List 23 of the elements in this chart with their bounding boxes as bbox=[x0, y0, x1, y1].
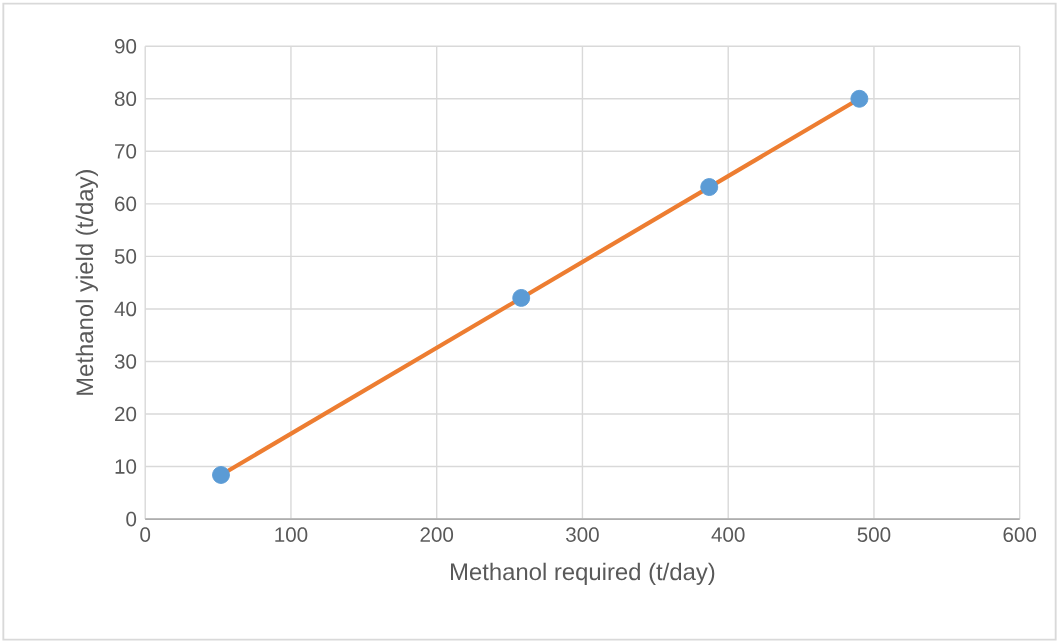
x-tick-label: 100 bbox=[275, 527, 308, 542]
point bbox=[212, 466, 230, 484]
x-tick-label: 600 bbox=[1003, 527, 1037, 542]
x-tick-label: 300 bbox=[566, 527, 599, 542]
y-tick-label: 40 bbox=[114, 301, 137, 317]
y-tick-label: 50 bbox=[114, 249, 137, 264]
y-tick-label: 10 bbox=[115, 459, 137, 474]
x-axis-title: Methanol required (t/day) bbox=[451, 562, 715, 585]
y-tick-label: 70 bbox=[115, 144, 137, 159]
y-tick-label: 30 bbox=[114, 354, 137, 369]
point bbox=[700, 178, 719, 196]
y-tick-label: 90 bbox=[114, 38, 137, 54]
point bbox=[512, 289, 531, 307]
x-tick-label: 500 bbox=[857, 527, 891, 542]
y-tick-label: 60 bbox=[115, 196, 137, 212]
y-tick-label: 0 bbox=[126, 511, 137, 527]
point bbox=[850, 89, 869, 108]
y-tick-label: 80 bbox=[114, 91, 137, 107]
x-tick-label: 0 bbox=[140, 527, 151, 542]
y-tick-label: 20 bbox=[115, 406, 137, 422]
x-tick-label: 400 bbox=[711, 527, 745, 542]
y-axis-title: Methanol yield (t/day) bbox=[75, 170, 98, 395]
x-tick-label: 200 bbox=[420, 527, 454, 542]
